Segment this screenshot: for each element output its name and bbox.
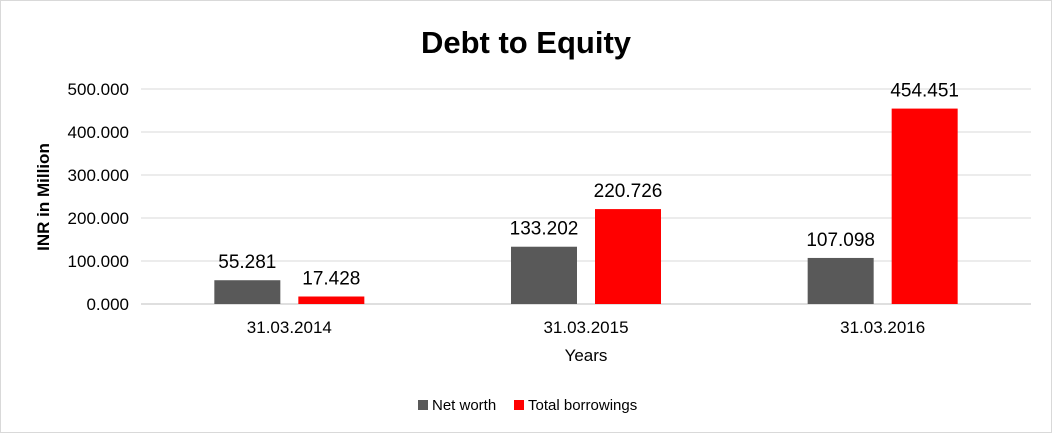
legend-swatch — [514, 400, 524, 410]
bar — [595, 209, 661, 304]
bar — [891, 108, 958, 305]
data-labels: 55.281 17.428 133.202 220.726 107.098 454.451 — [218, 81, 959, 290]
y-tick-label: 500.000 — [68, 80, 129, 99]
data-label: 133.202 — [510, 219, 579, 240]
y-tick-label: 300.000 — [68, 166, 129, 185]
y-axis-tick-labels: 0.000 100.000 200.000 300.000 400.000 500.000 — [68, 80, 129, 314]
x-tick-label: 31.03.2016 — [840, 318, 925, 337]
data-label: 454.451 — [890, 81, 959, 102]
bar — [807, 257, 874, 304]
data-label: 107.098 — [806, 230, 875, 251]
y-tick-label: 0.000 — [86, 295, 129, 314]
y-tick-label: 200.000 — [68, 209, 129, 228]
y-tick-label: 400.000 — [68, 123, 129, 142]
legend-label: Total borrowings — [528, 397, 637, 414]
chart-title: Debt to Equity — [421, 25, 632, 60]
data-label: 220.726 — [594, 181, 663, 202]
bar — [511, 246, 577, 304]
legend-swatch — [418, 400, 428, 410]
data-label: 17.428 — [302, 269, 360, 290]
gridlines — [141, 88, 1031, 305]
x-axis-title: Years — [565, 346, 608, 365]
bar — [214, 280, 281, 304]
bars — [214, 108, 958, 305]
data-label: 55.281 — [218, 252, 276, 273]
bar — [298, 296, 365, 304]
legend-label: Net worth — [432, 397, 496, 414]
x-axis-tick-labels: 31.03.2014 31.03.2015 31.03.2016 — [247, 318, 925, 337]
legend: Net worth Total borrowings — [418, 397, 637, 414]
x-tick-label: 31.03.2015 — [543, 318, 628, 337]
x-tick-label: 31.03.2014 — [247, 318, 332, 337]
y-axis-title: INR in Million — [34, 143, 53, 251]
y-tick-label: 100.000 — [68, 252, 129, 271]
